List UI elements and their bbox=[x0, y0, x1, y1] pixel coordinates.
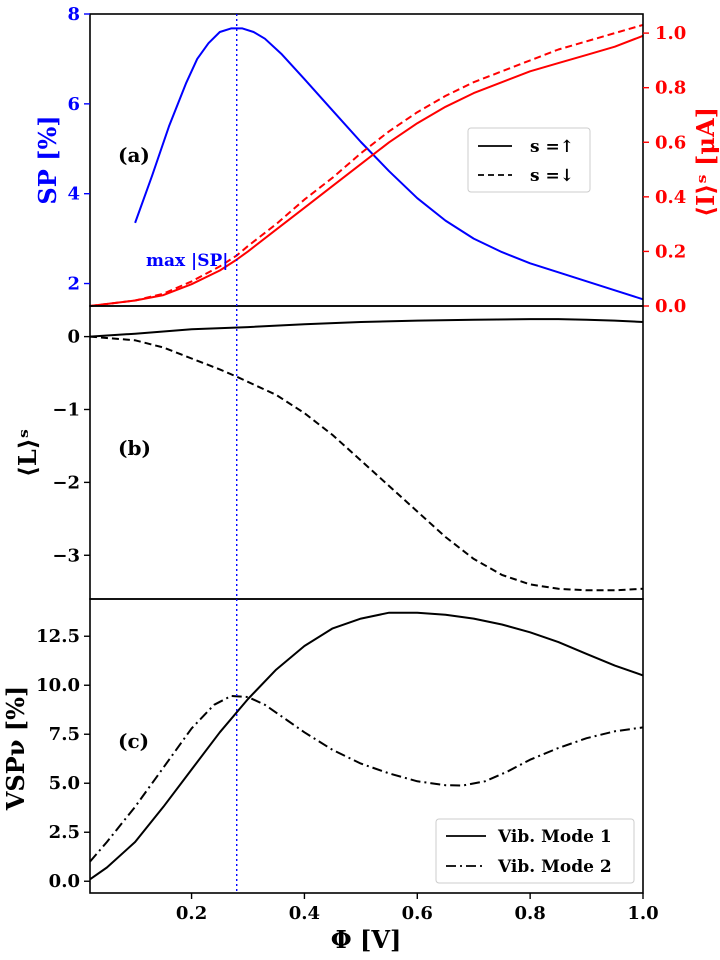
current-axis-label: ⟨I⟩ˢ [μA] bbox=[691, 107, 720, 217]
panel-b: 0 −1 −2 −3 (b) ⟨L⟩ˢ bbox=[13, 305, 644, 600]
vsp-axis-tick-label: 5.0 bbox=[49, 773, 80, 794]
legend-c-box bbox=[435, 818, 635, 884]
phi-axis-tick-label: 0.2 bbox=[176, 903, 207, 924]
vsp-axis-tick-label: 0.0 bbox=[49, 871, 80, 892]
l-axis-tick-label: 0 bbox=[67, 327, 80, 348]
legend-a: s =↑ s =↓ bbox=[467, 127, 591, 193]
sp-axis-tick-label: 2 bbox=[67, 274, 80, 295]
current-axis-tick-label: 0.2 bbox=[655, 241, 686, 262]
sp-axis-tick-label: 6 bbox=[67, 94, 80, 115]
vsp-axis-tick-label: 7.5 bbox=[49, 724, 80, 745]
current-axis-tick-label: 0.0 bbox=[655, 296, 686, 317]
sp-axis-tick-label: 8 bbox=[67, 4, 80, 25]
legend-c-mode2-label: Vib. Mode 2 bbox=[497, 857, 612, 877]
series-i-up bbox=[89, 34, 644, 307]
sp-axis-tick-label: 4 bbox=[67, 184, 80, 205]
panel-c-label: (c) bbox=[118, 729, 149, 753]
panel-c-frame bbox=[89, 598, 644, 894]
panel-b-label: (b) bbox=[118, 436, 151, 460]
current-axis-tick-label: 1.0 bbox=[655, 23, 686, 44]
vsp-axis-label: VSPν [%] bbox=[1, 686, 30, 812]
phi-axis-tick-label: 0.6 bbox=[402, 903, 433, 924]
series-l-up bbox=[89, 318, 644, 338]
series-vib-mode-1 bbox=[89, 611, 644, 881]
panel-a-label: (a) bbox=[118, 143, 150, 167]
vsp-axis-tick-label: 12.5 bbox=[36, 626, 80, 647]
vsp-axis-tick-label: 10.0 bbox=[36, 675, 80, 696]
legend-a-up-label: s =↑ bbox=[530, 137, 574, 157]
panel-a: 2 4 6 8 0.0 0.2 0.4 0.6 0.8 1.0 (a) max |SP| SP … bbox=[33, 4, 720, 317]
l-axis-tick-label: −1 bbox=[52, 399, 80, 420]
series-sp bbox=[134, 27, 644, 301]
current-axis-tick-label: 0.8 bbox=[655, 78, 686, 99]
current-axis-tick-label: 0.6 bbox=[655, 132, 686, 153]
legend-c: Vib. Mode 1 Vib. Mode 2 bbox=[435, 818, 635, 884]
legend-a-down-label: s =↓ bbox=[530, 166, 574, 186]
series-i-down bbox=[89, 23, 644, 307]
panel-c: 0.0 2.5 5.0 7.5 10.0 12.5 0.2 0.4 0.6 0.8 1.0 (c)… bbox=[1, 598, 659, 954]
legend-a-box bbox=[467, 127, 591, 193]
max-sp-annotation: max |SP| bbox=[146, 251, 229, 271]
phi-axis-label: Φ [V] bbox=[331, 925, 402, 954]
phi-axis-tick-label: 0.8 bbox=[514, 903, 545, 924]
l-axis-tick-label: −3 bbox=[52, 545, 80, 566]
vsp-axis-tick-label: 2.5 bbox=[49, 822, 80, 843]
phi-axis-tick-label: 1.0 bbox=[627, 903, 658, 924]
series-l-down bbox=[89, 335, 644, 592]
l-axis-label: ⟨L⟩ˢ bbox=[13, 429, 42, 477]
sp-axis-label: SP [%] bbox=[33, 115, 62, 204]
current-axis-tick-label: 0.4 bbox=[655, 187, 686, 208]
l-axis-tick-label: −2 bbox=[52, 472, 80, 493]
phi-axis-tick-label: 0.4 bbox=[289, 903, 320, 924]
legend-c-mode1-label: Vib. Mode 1 bbox=[497, 827, 612, 847]
